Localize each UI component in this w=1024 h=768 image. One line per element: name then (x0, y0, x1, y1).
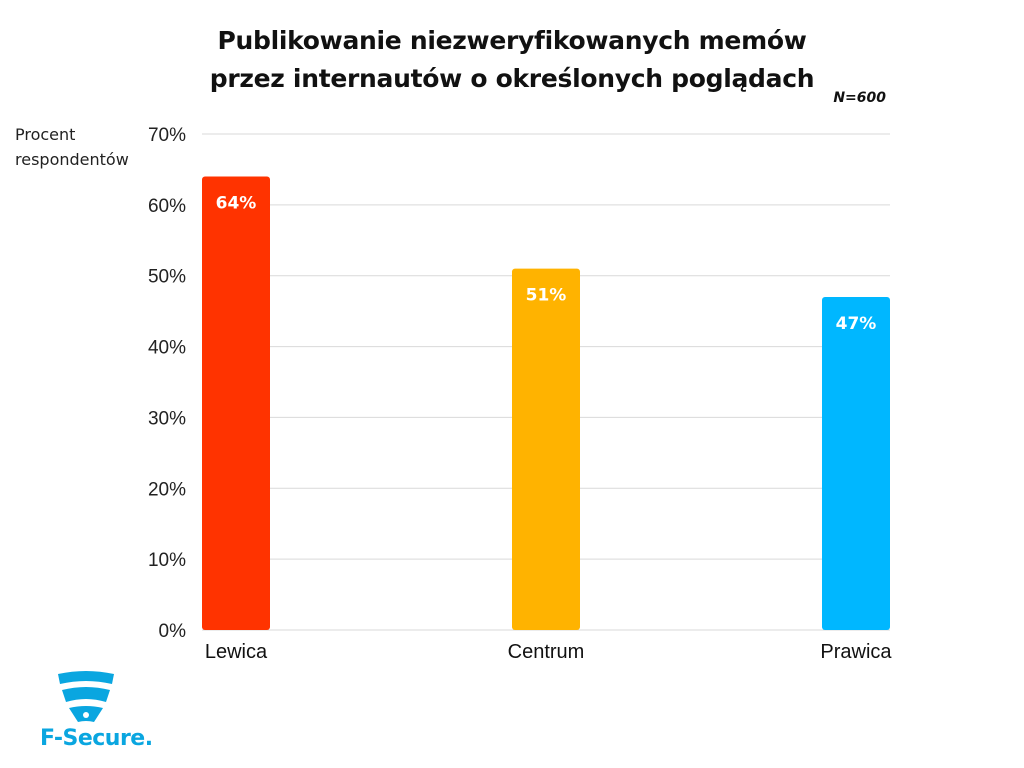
chart-title-line-1: Publikowanie niezweryfikowanych memów (217, 26, 807, 55)
f-secure-shield-icon (58, 671, 114, 722)
bar-data-label: 64% (216, 194, 257, 214)
chart-title: Publikowanie niezweryfikowanych memów pr… (0, 22, 1024, 98)
y-axis-ticks: 0% 10% 20% 30% 40% 50% 60% 70% (148, 125, 186, 642)
bar-centrum (512, 268, 580, 630)
brand-suffix: . (144, 726, 153, 751)
brand-name: F-Secure (40, 726, 145, 751)
bar-lewica (202, 176, 270, 630)
x-tick-label: Lewica (205, 641, 268, 663)
y-tick-label: 10% (148, 550, 186, 571)
bar-data-label: 51% (526, 286, 567, 306)
y-tick-label: 40% (148, 338, 186, 359)
y-tick-label: 70% (148, 125, 186, 146)
x-tick-label: Prawica (820, 641, 892, 663)
x-tick-label: Centrum (508, 641, 585, 663)
y-tick-label: 30% (148, 408, 186, 429)
y-tick-label: 50% (148, 267, 186, 288)
bars: 64% 51% 47% (202, 176, 890, 630)
sample-size-note: N=600 (833, 90, 886, 106)
y-tick-label: 20% (148, 479, 186, 500)
chart-title-line-2: przez internautów o określonych poglądac… (209, 64, 815, 93)
bar-data-label: 47% (836, 314, 877, 334)
y-tick-label: 0% (159, 621, 187, 642)
bar-prawica (822, 296, 890, 630)
f-secure-logo-text: F-Secure. (40, 726, 153, 751)
x-axis-ticks: Lewica Centrum Prawica (205, 641, 893, 663)
y-axis-label: Procent respondentów (15, 125, 129, 169)
y-tick-label: 60% (148, 196, 186, 217)
